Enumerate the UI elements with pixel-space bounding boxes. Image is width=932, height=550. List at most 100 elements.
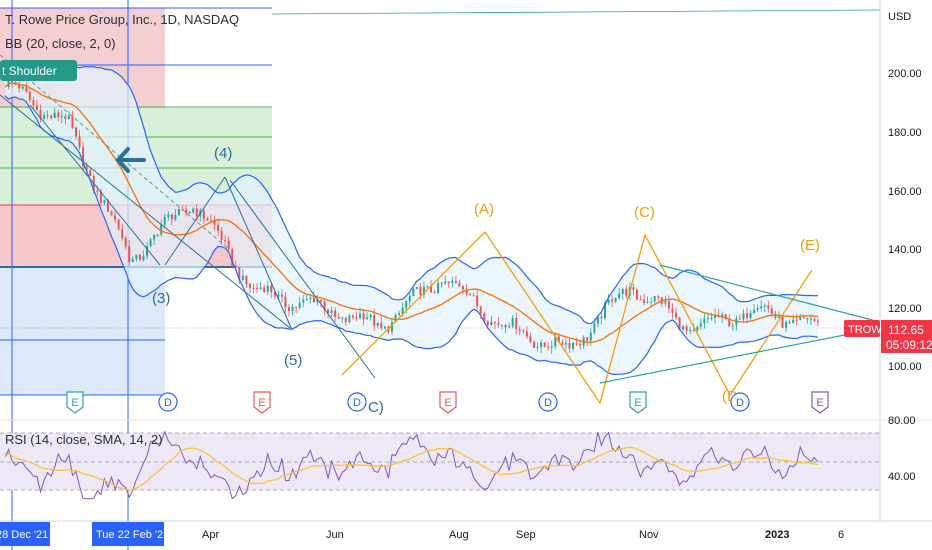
candle-body bbox=[508, 326, 511, 328]
candle-body bbox=[277, 294, 280, 297]
currency-label: USD bbox=[888, 11, 911, 23]
candle-body bbox=[724, 314, 727, 319]
earnings-marker: E bbox=[629, 391, 647, 414]
candle-body bbox=[465, 289, 468, 294]
pattern-tag[interactable] bbox=[0, 60, 77, 81]
candle-body bbox=[731, 325, 734, 327]
candle-body bbox=[646, 301, 649, 303]
candle-body bbox=[46, 115, 49, 117]
candle-body bbox=[224, 240, 227, 242]
candle-body bbox=[518, 328, 521, 331]
candle-body bbox=[532, 342, 535, 348]
event-badge bbox=[730, 392, 750, 412]
bollinger-fill bbox=[5, 61, 818, 375]
candle-body bbox=[788, 322, 791, 324]
candle-body bbox=[685, 326, 688, 332]
candle-body bbox=[170, 214, 173, 220]
candle-body bbox=[263, 287, 266, 292]
candle-body bbox=[543, 342, 546, 347]
candle-body bbox=[554, 336, 557, 347]
candle-body bbox=[561, 342, 564, 345]
candle-body bbox=[440, 282, 443, 284]
candle-body bbox=[405, 300, 408, 308]
trendlines bbox=[0, 54, 376, 379]
candle-body bbox=[703, 318, 706, 324]
candle-body bbox=[291, 306, 294, 311]
event-letter: E bbox=[634, 397, 641, 409]
rsi-ma-line bbox=[4, 446, 819, 491]
candle-body bbox=[422, 286, 425, 295]
wave-triangle-orange bbox=[341, 230, 813, 405]
candle-body bbox=[238, 267, 241, 280]
candle-body bbox=[721, 314, 724, 318]
last-price-tag[interactable] bbox=[881, 320, 932, 353]
candle-body bbox=[153, 235, 156, 240]
time-marker-left-tag[interactable] bbox=[0, 522, 50, 546]
rsi-plot bbox=[4, 430, 819, 500]
candle-body bbox=[319, 300, 322, 302]
dividend-marker: D bbox=[538, 392, 558, 412]
candle-body bbox=[689, 329, 692, 332]
wave-label-3: (3) bbox=[152, 290, 170, 307]
candle-body bbox=[536, 347, 539, 349]
ticker-tag[interactable] bbox=[844, 320, 880, 337]
candle-body bbox=[444, 281, 447, 284]
candle-body bbox=[28, 92, 31, 101]
candle-body bbox=[295, 306, 298, 308]
candle-body bbox=[89, 170, 92, 177]
candle-body bbox=[270, 285, 273, 293]
candle-body bbox=[469, 293, 472, 296]
candle-body bbox=[504, 324, 507, 328]
candle-body bbox=[312, 297, 315, 303]
candle-body bbox=[174, 215, 177, 220]
candle-body bbox=[330, 310, 333, 313]
candle-body bbox=[408, 296, 411, 301]
event-letter: E bbox=[444, 397, 451, 409]
symbol-title[interactable]: T. Rowe Price Group, Inc., 1D, NASDAQ bbox=[5, 12, 239, 27]
candle-body bbox=[756, 308, 759, 310]
candle-body bbox=[341, 317, 344, 319]
candle-body bbox=[813, 318, 816, 321]
candle-body bbox=[479, 306, 482, 314]
time-label-6: 6 bbox=[838, 529, 844, 541]
candle-body bbox=[213, 220, 216, 225]
candle-body bbox=[763, 305, 766, 307]
candle-body bbox=[39, 109, 42, 119]
candle-body bbox=[596, 316, 599, 324]
bb-indicator-label[interactable]: BB (20, close, 2, 0) bbox=[5, 36, 116, 51]
candle-body bbox=[220, 230, 223, 241]
candle-body bbox=[437, 282, 440, 294]
candle-body bbox=[53, 112, 56, 118]
price-tick-120: 120.00 bbox=[888, 303, 922, 315]
candle-body bbox=[447, 281, 450, 283]
candle-body bbox=[121, 229, 124, 239]
bollinger-lower-line bbox=[4, 95, 819, 376]
candle-body bbox=[419, 286, 422, 295]
candle-body bbox=[117, 219, 120, 230]
candle-body bbox=[639, 299, 642, 301]
candle-body bbox=[309, 297, 312, 299]
time-label-aug: Aug bbox=[449, 529, 469, 541]
candle-body bbox=[809, 318, 812, 320]
time-marker-right-tag[interactable] bbox=[92, 522, 164, 546]
candle-body bbox=[575, 343, 578, 345]
candle-body bbox=[298, 302, 301, 308]
candle-body bbox=[344, 317, 347, 323]
rsi-line bbox=[4, 430, 819, 500]
candle-body bbox=[35, 105, 38, 110]
candle-body bbox=[753, 309, 756, 314]
candle-body bbox=[621, 288, 624, 294]
candle-body bbox=[710, 317, 713, 319]
event-badge bbox=[347, 392, 367, 412]
event-letter: D bbox=[736, 397, 744, 409]
candle-body bbox=[217, 224, 220, 231]
candle-body bbox=[195, 208, 198, 217]
candle-body bbox=[362, 313, 365, 320]
candle-body bbox=[522, 330, 525, 332]
candle-body bbox=[78, 136, 81, 148]
candle-body bbox=[334, 310, 337, 317]
candle-body bbox=[227, 241, 230, 250]
candle-body bbox=[454, 281, 457, 283]
dividend-marker: D bbox=[158, 392, 178, 412]
candle-body bbox=[32, 100, 35, 106]
